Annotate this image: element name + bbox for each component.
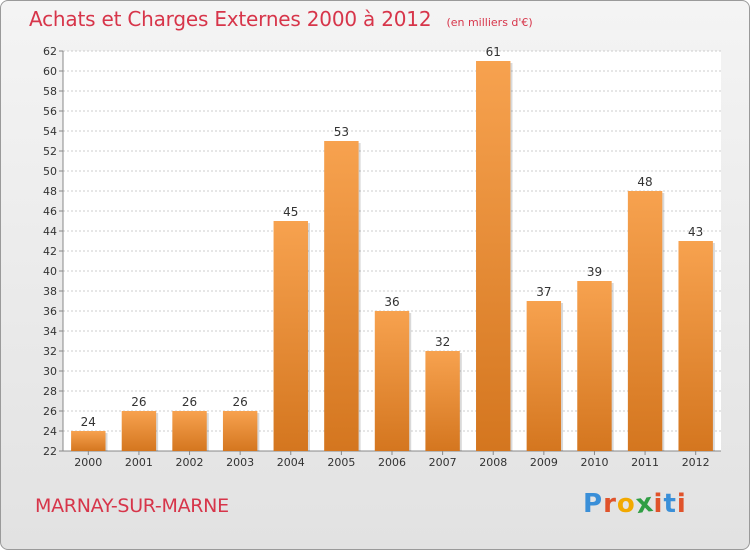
data-label: 26 xyxy=(182,395,197,409)
proxiti-logo[interactable]: Proxiti xyxy=(583,487,687,521)
x-tick-label: 2010 xyxy=(580,456,608,469)
bar xyxy=(222,411,258,451)
y-tick-label: 58 xyxy=(43,85,57,98)
y-tick-label: 22 xyxy=(43,445,57,458)
x-tick-label: 2008 xyxy=(479,456,507,469)
data-label: 24 xyxy=(81,415,96,429)
x-tick-label: 2001 xyxy=(125,456,153,469)
x-tick-label: 2007 xyxy=(429,456,457,469)
y-tick-label: 62 xyxy=(43,45,57,58)
x-tick-label: 2006 xyxy=(378,456,406,469)
bar xyxy=(374,311,410,451)
data-label: 37 xyxy=(536,285,551,299)
y-tick-label: 30 xyxy=(43,365,57,378)
data-label: 53 xyxy=(334,125,349,139)
data-label: 32 xyxy=(435,335,450,349)
data-label: 48 xyxy=(637,175,652,189)
bar xyxy=(172,411,207,451)
data-label: 61 xyxy=(486,45,501,59)
data-label: 45 xyxy=(283,205,298,219)
logo-letter: P xyxy=(583,489,604,519)
data-label: 26 xyxy=(131,395,146,409)
y-tick-label: 60 xyxy=(43,65,57,78)
logo-letter: x xyxy=(633,487,656,521)
data-label: 36 xyxy=(384,295,399,309)
y-tick-label: 46 xyxy=(43,205,57,218)
x-tick-label: 2005 xyxy=(327,456,355,469)
y-tick-label: 44 xyxy=(43,225,57,238)
data-label: 26 xyxy=(233,395,248,409)
x-tick-label: 2000 xyxy=(74,456,102,469)
x-tick-label: 2012 xyxy=(682,456,710,469)
chart-unit-label: (en milliers d'€) xyxy=(446,16,533,29)
y-tick-label: 50 xyxy=(43,165,57,178)
y-tick-label: 32 xyxy=(43,345,57,358)
x-tick-label: 2009 xyxy=(530,456,558,469)
logo-letter: i xyxy=(653,489,664,519)
place-name: MARNAY-SUR-MARNE xyxy=(35,495,229,517)
bar xyxy=(121,411,157,451)
y-tick-label: 42 xyxy=(43,245,57,258)
y-tick-label: 52 xyxy=(43,145,57,158)
y-tick-label: 24 xyxy=(43,425,57,438)
y-tick-label: 26 xyxy=(43,405,57,418)
bar xyxy=(577,281,612,451)
data-label: 43 xyxy=(688,225,703,239)
bar xyxy=(526,301,562,451)
bar xyxy=(476,61,511,451)
y-tick-label: 40 xyxy=(43,265,57,278)
logo-letter: t xyxy=(663,489,677,519)
y-tick-label: 34 xyxy=(43,325,57,338)
bar xyxy=(678,241,713,451)
bar xyxy=(627,191,663,451)
y-tick-label: 28 xyxy=(43,385,57,398)
x-tick-label: 2002 xyxy=(176,456,204,469)
title-row: Achats et Charges Externes 2000 à 2012 (… xyxy=(29,7,533,31)
y-tick-label: 48 xyxy=(43,185,57,198)
logo-letter: r xyxy=(603,489,617,519)
chart-title: Achats et Charges Externes 2000 à 2012 xyxy=(29,7,432,31)
data-label: 39 xyxy=(587,265,602,279)
bar xyxy=(324,141,359,451)
y-tick-label: 56 xyxy=(43,105,57,118)
y-tick-label: 38 xyxy=(43,285,57,298)
bar xyxy=(71,431,106,451)
x-tick-label: 2011 xyxy=(631,456,659,469)
x-tick-label: 2003 xyxy=(226,456,254,469)
y-tick-label: 36 xyxy=(43,305,57,318)
x-tick-label: 2004 xyxy=(277,456,305,469)
bar xyxy=(425,351,460,451)
y-tick-label: 54 xyxy=(43,125,57,138)
logo-letter: i xyxy=(676,489,687,519)
logo-letter: o xyxy=(616,489,636,519)
bar xyxy=(273,221,308,451)
